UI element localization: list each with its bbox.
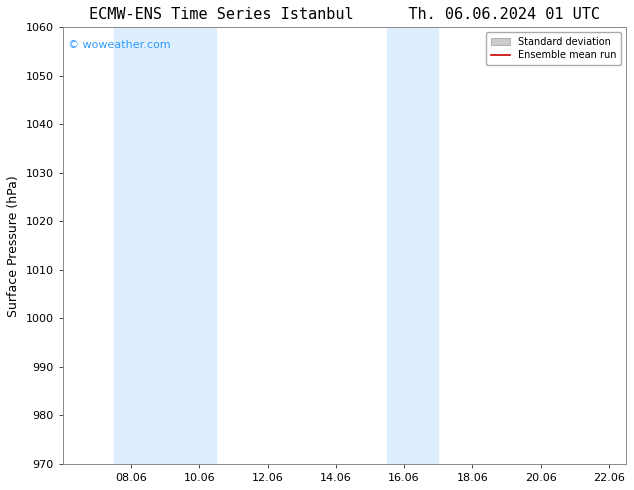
Bar bbox=[421, 27, 438, 464]
Bar bbox=[165, 27, 216, 464]
Y-axis label: Surface Pressure (hPa): Surface Pressure (hPa) bbox=[7, 175, 20, 317]
Legend: Standard deviation, Ensemble mean run: Standard deviation, Ensemble mean run bbox=[486, 32, 621, 65]
Bar bbox=[114, 27, 165, 464]
Text: © woweather.com: © woweather.com bbox=[68, 40, 171, 50]
Title: ECMW-ENS Time Series Istanbul      Th. 06.06.2024 01 UTC: ECMW-ENS Time Series Istanbul Th. 06.06.… bbox=[89, 7, 600, 22]
Bar bbox=[387, 27, 421, 464]
